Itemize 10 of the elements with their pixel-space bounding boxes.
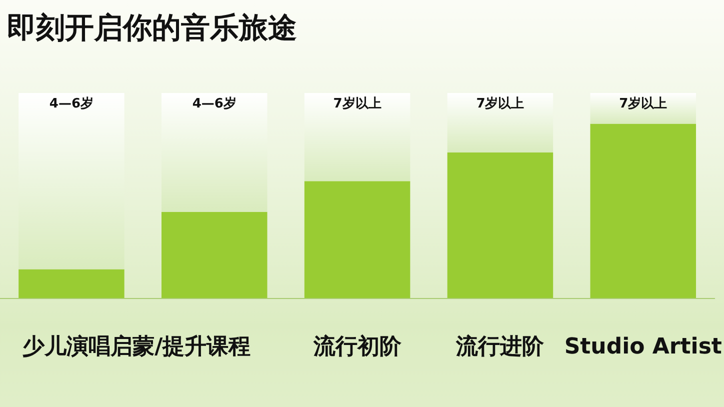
annotation: 4—6岁 (192, 96, 236, 112)
annotation: 4—6岁 (49, 96, 94, 112)
annotation: 7岁以上 (476, 96, 524, 112)
annotation: 7岁以上 (619, 96, 668, 112)
x-tick-label: 流行初阶 (312, 334, 402, 360)
x-tick-label: 少儿演唱启蒙/提升课程 (22, 334, 251, 360)
annotation: 7岁以上 (333, 96, 382, 112)
x-tick-label: 流行进阶 (455, 334, 546, 360)
chart-title: 即刻开启你的音乐旅途 (7, 10, 297, 44)
x-tick-label: Studio Artist (564, 334, 722, 360)
